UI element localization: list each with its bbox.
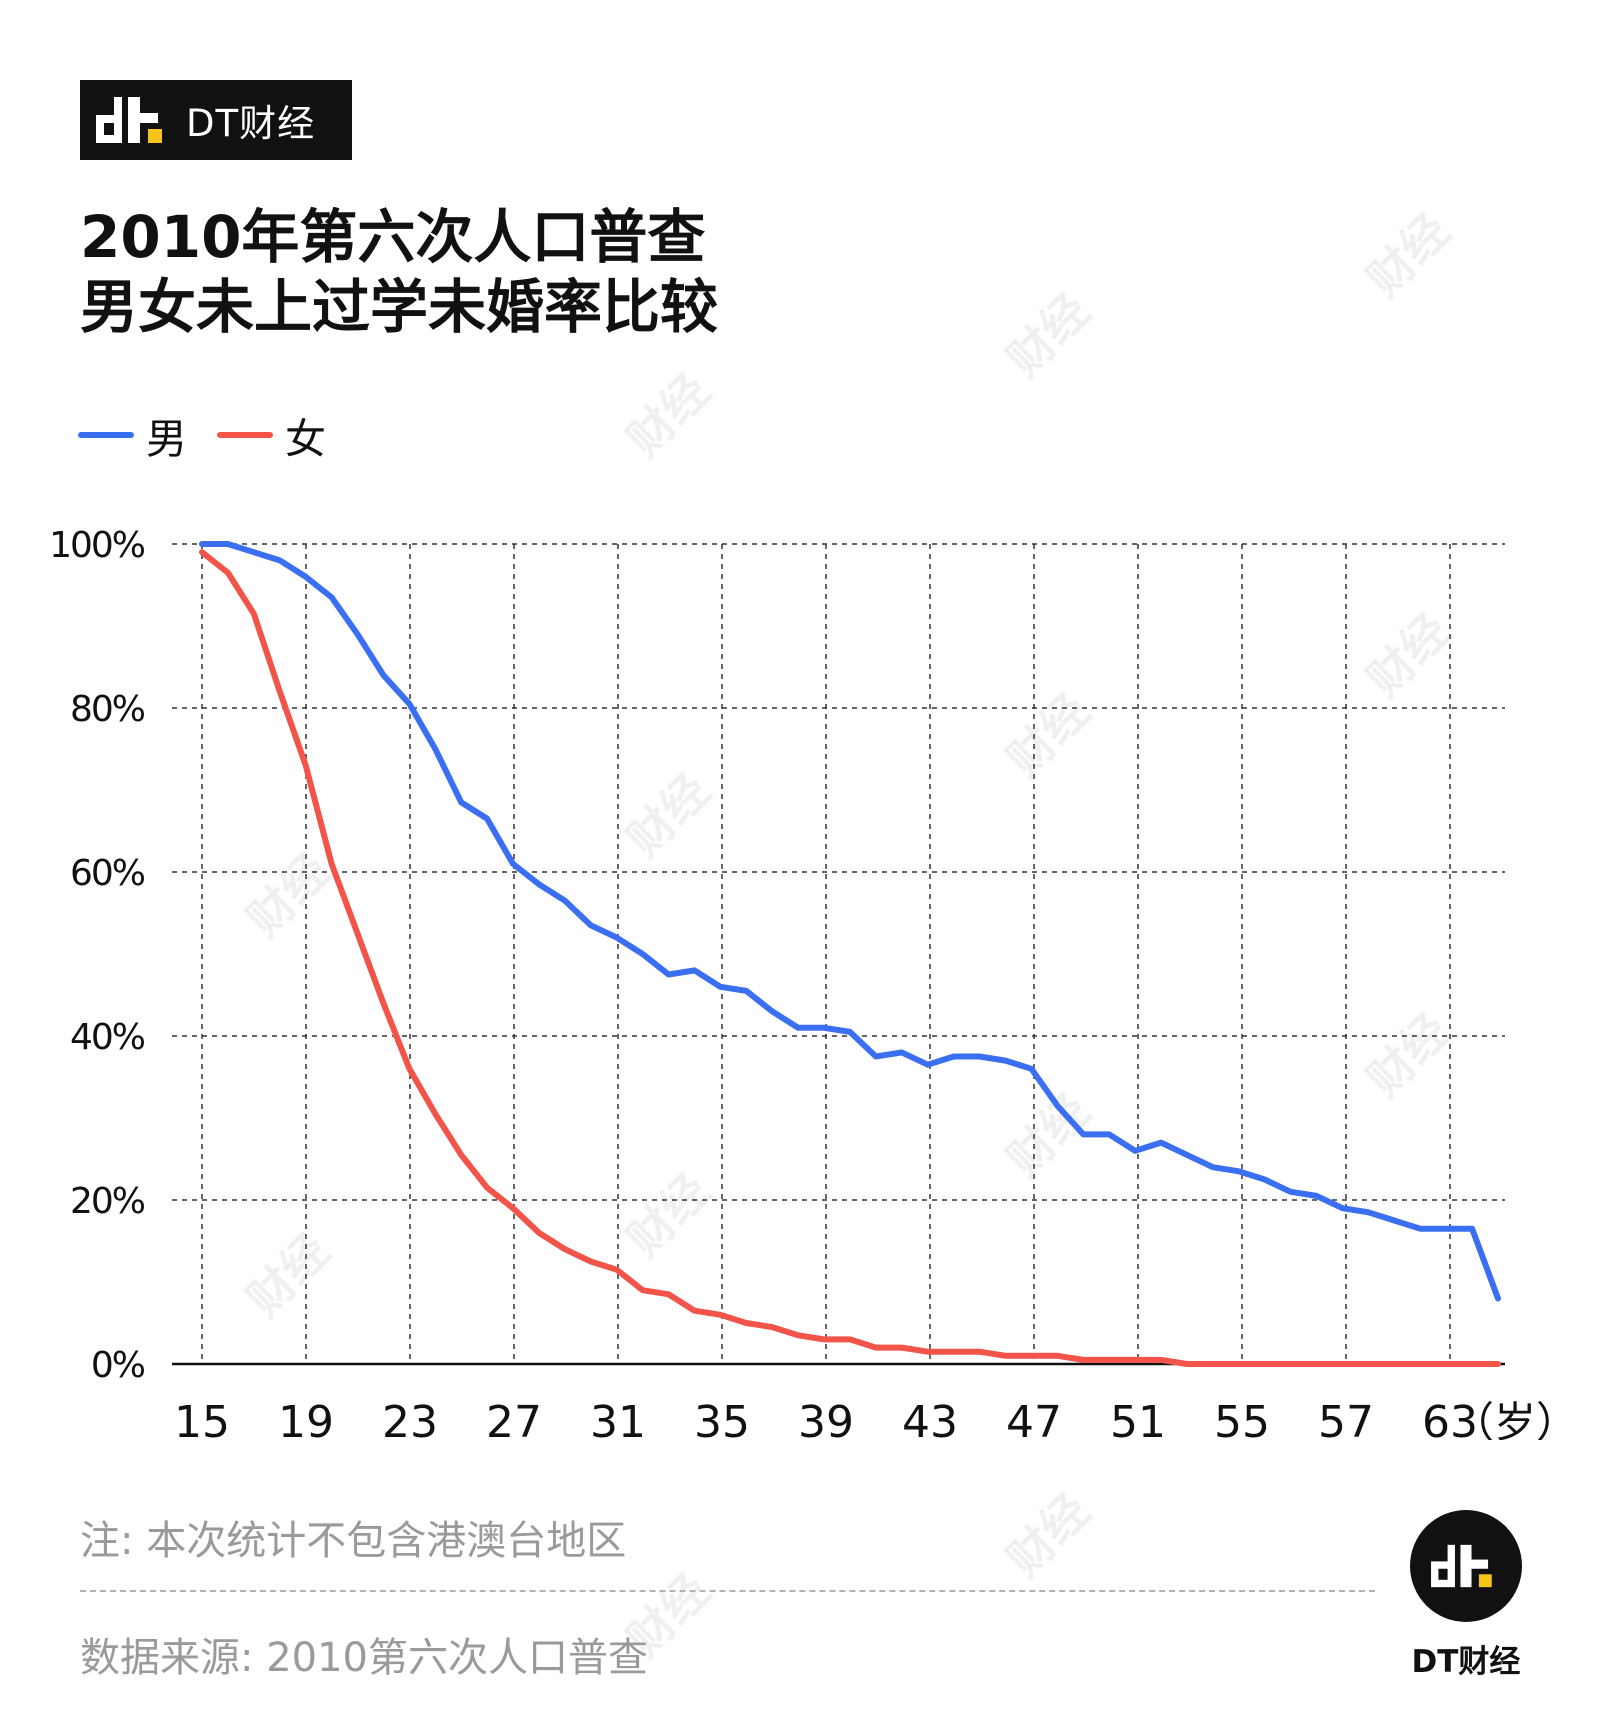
- x-tick-label: 39: [798, 1397, 854, 1440]
- x-tick-label: 51: [1110, 1397, 1166, 1440]
- x-unit-label: （岁）: [1452, 1398, 1578, 1440]
- y-tick-label: 60%: [70, 853, 145, 894]
- logo-dot: [148, 129, 162, 143]
- x-tick-label: 47: [1006, 1397, 1062, 1440]
- y-tick-label: 20%: [70, 1181, 145, 1222]
- x-tick-label: 55: [1214, 1397, 1270, 1440]
- legend-label-male: 男: [146, 415, 187, 463]
- brand-badge: [1410, 1510, 1522, 1622]
- watermark: 财经: [616, 363, 720, 467]
- y-tick-label: 80%: [70, 689, 145, 730]
- footnote: 注: 本次统计不包含港澳台地区: [80, 1518, 627, 1564]
- title-line-1: 2010年第六次人口普查: [80, 203, 706, 271]
- title-line-2: 男女未上过学未婚率比较: [80, 273, 719, 341]
- legend: 男 女: [78, 405, 356, 465]
- x-tick-label: 35: [694, 1397, 750, 1440]
- x-tick-label: 23: [382, 1397, 438, 1440]
- x-tick-label: 27: [486, 1397, 542, 1440]
- brand-logo: DT财经: [80, 80, 352, 160]
- y-tick-label: 100%: [49, 525, 145, 566]
- footer-divider: [80, 1590, 1375, 1592]
- badge-brand-name: DT财经: [1411, 1644, 1521, 1680]
- x-tick-label: 15: [174, 1397, 230, 1440]
- x-tick-label: 43: [902, 1397, 958, 1440]
- watermark: 财经: [996, 1483, 1100, 1587]
- x-tick-label: 57: [1318, 1397, 1374, 1440]
- dt-badge-icon: [1431, 1544, 1492, 1588]
- watermark: 财经: [1356, 203, 1460, 307]
- legend-item-female: 女: [217, 405, 326, 465]
- legend-label-female: 女: [285, 415, 326, 463]
- x-tick-label: 31: [590, 1397, 646, 1440]
- x-tick-label: 63: [1422, 1397, 1478, 1440]
- legend-swatch-female: [217, 432, 273, 438]
- legend-swatch-male: [78, 432, 134, 438]
- y-tick-label: 0%: [91, 1345, 145, 1386]
- line-chart: 0% 20% 40% 60% 80% 100% 15 19 23 27 31 35 39 43 47 51 55…: [49, 525, 1578, 1440]
- x-tick-label: 19: [278, 1397, 334, 1440]
- series-line-male: [199, 541, 1501, 1302]
- dt-logo-icon: [96, 97, 162, 143]
- series-line-female: [199, 549, 1501, 1367]
- legend-item-male: 男: [78, 405, 187, 465]
- watermark: 财经: [996, 283, 1100, 387]
- data-source: 数据来源: 2010第六次人口普查: [80, 1635, 648, 1681]
- chart-title: 2010年第六次人口普查 男女未上过学未婚率比较: [80, 202, 718, 342]
- y-tick-label: 40%: [70, 1017, 145, 1058]
- brand-name: DT财经: [186, 102, 316, 145]
